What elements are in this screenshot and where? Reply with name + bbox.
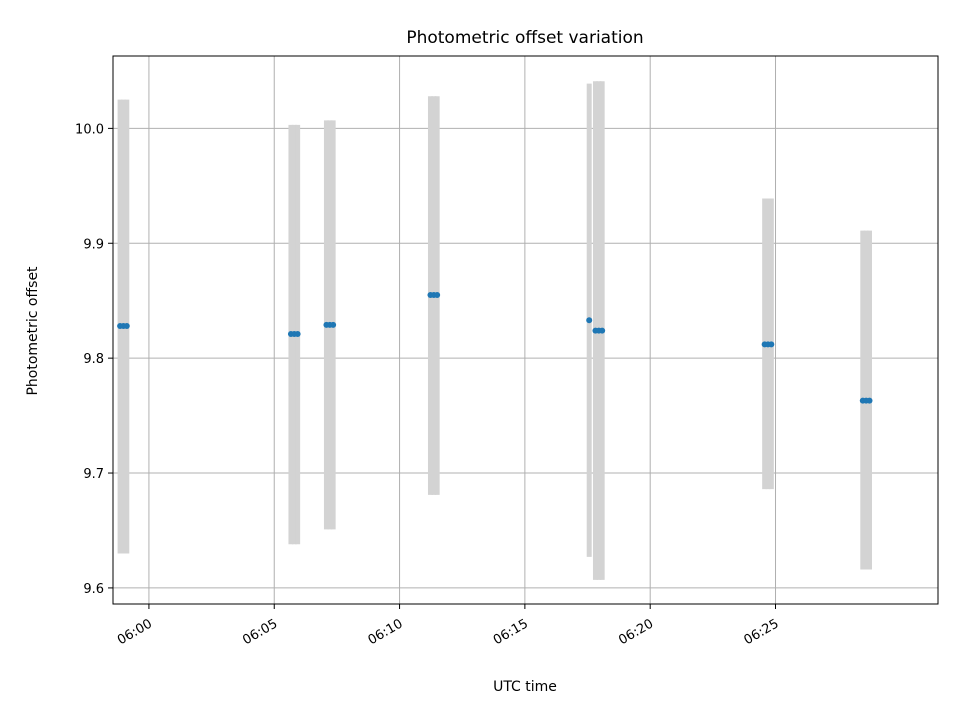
x-axis-label: UTC time	[493, 679, 557, 695]
chart-title: Photometric offset variation	[406, 28, 643, 48]
data-point	[768, 341, 775, 348]
grid	[113, 56, 938, 604]
y-tick-label: 9.6	[83, 582, 104, 597]
y-axis-label: Photometric offset	[25, 266, 41, 396]
data-point	[330, 321, 337, 328]
y-tick-label: 9.7	[83, 467, 104, 482]
y-axis-ticks: 9.6 9.7 9.8 9.9 10.0	[75, 122, 113, 597]
y-tick-label: 10.0	[75, 122, 104, 137]
data-point	[586, 317, 593, 324]
data-point	[123, 322, 130, 329]
y-tick-label: 9.9	[83, 237, 104, 252]
y-tick-label: 9.8	[83, 352, 104, 367]
data-point	[294, 331, 301, 338]
data-point	[866, 397, 873, 404]
data-points	[117, 291, 873, 404]
plot-area-frame	[112, 55, 939, 605]
data-point	[434, 291, 441, 298]
data-point	[599, 327, 606, 334]
